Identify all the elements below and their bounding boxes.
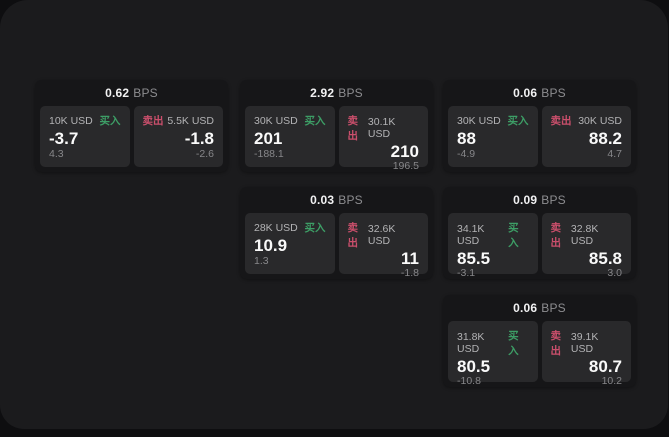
card-header: 0.06 BPS [443,295,636,321]
buy-price: 80.5 [457,357,491,376]
buy-label: 买入 [507,115,529,127]
buy-amount: 30K USD [457,114,501,127]
sell-quote-tile[interactable]: 卖出 5.5K USD -1.8 -2.6 [133,106,223,167]
buy-quote-tile[interactable]: 30K USD 买入 88 -4.9 [448,106,538,167]
sell-quote-tile[interactable]: 卖出 39.1K USD 80.7 10.2 [541,321,631,387]
sell-quote-tile[interactable]: 卖出 30.1K USD 210 196.5 [338,106,428,172]
buy-price: 88 [457,128,476,148]
buy-label: 买入 [508,222,519,249]
card-header: 0.62 BPS [35,80,228,106]
sell-amount: 39.1K USD [570,331,599,355]
sell-price: 85.8 [588,249,622,268]
bps-value: 0.09 [513,193,538,207]
sell-quote-tile[interactable]: 卖出 30K USD 88.2 4.7 [541,106,631,167]
quote-card: 0.06 BPS 31.8K USD 买入 80.5 -10.8 卖出 39.1… [443,295,636,387]
buy-price: -3.7 [49,128,79,148]
sell-label: 卖出 [347,115,359,142]
sell-label: 卖出 [550,115,572,127]
buy-label: 买入 [304,115,326,127]
sell-amount: 5.5K USD [167,114,214,127]
buy-price: 85.5 [457,249,491,268]
bps-unit-label: BPS [133,86,158,100]
sell-label: 卖出 [347,222,359,249]
bps-value: 0.62 [105,86,130,100]
bps-unit-label: BPS [541,301,566,315]
quote-card: 2.92 BPS 30K USD 买入 201 -188.1 卖出 30.1K … [240,80,433,172]
sell-delta: -1.8 [400,267,419,279]
quote-card: 0.62 BPS 10K USD 买入 -3.7 4.3 卖出 5.5K USD… [35,80,228,172]
buy-amount: 34.1K USD [457,223,485,247]
buy-quote-tile[interactable]: 30K USD 买入 201 -188.1 [245,106,335,167]
buy-amount: 28K USD [254,221,298,234]
sell-price: 88.2 [588,128,622,148]
buy-quote-tile[interactable]: 34.1K USD 买入 85.5 -3.1 [448,213,538,279]
quote-card: 0.03 BPS 28K USD 买入 10.9 1.3 卖出 32.6K US… [240,187,433,279]
sell-label: 卖出 [142,115,164,127]
buy-amount: 30K USD [254,114,298,127]
bps-unit-label: BPS [541,86,566,100]
card-body: 28K USD 买入 10.9 1.3 卖出 32.6K USD 11 -1.8 [240,213,433,279]
sell-label: 卖出 [550,330,562,357]
buy-label: 买入 [508,330,519,357]
card-header: 2.92 BPS [240,80,433,106]
sell-amount: 32.6K USD [367,223,396,247]
buy-label: 买入 [99,115,121,127]
card-header: 0.03 BPS [240,187,433,213]
card-header: 0.06 BPS [443,80,636,106]
buy-delta: 4.3 [49,148,64,160]
sell-delta: 3.0 [607,267,622,279]
buy-price: 10.9 [254,235,288,255]
quote-card: 0.09 BPS 34.1K USD 买入 85.5 -3.1 卖出 32.8K… [443,187,636,279]
bps-unit-label: BPS [338,86,363,100]
sell-amount: 30K USD [578,114,622,127]
card-body: 10K USD 买入 -3.7 4.3 卖出 5.5K USD -1.8 -2.… [35,106,228,172]
buy-amount: 31.8K USD [457,331,485,355]
sell-label: 卖出 [550,222,562,249]
bps-value: 0.06 [513,86,538,100]
buy-delta: -188.1 [254,148,284,160]
bps-unit-label: BPS [541,193,566,207]
card-header: 0.09 BPS [443,187,636,213]
buy-delta: 1.3 [254,255,269,267]
buy-label: 买入 [304,222,326,234]
card-body: 34.1K USD 买入 85.5 -3.1 卖出 32.8K USD 85.8… [443,213,636,279]
sell-price: 80.7 [588,357,622,376]
sell-quote-tile[interactable]: 卖出 32.8K USD 85.8 3.0 [541,213,631,279]
bps-value: 0.03 [310,193,335,207]
sell-price: 210 [390,142,419,161]
buy-delta: -4.9 [457,148,476,160]
buy-amount: 10K USD [49,114,93,127]
sell-delta: 196.5 [392,160,419,172]
bps-unit-label: BPS [338,193,363,207]
bps-value: 2.92 [310,86,335,100]
card-body: 31.8K USD 买入 80.5 -10.8 卖出 39.1K USD 80.… [443,321,636,387]
quote-card: 0.06 BPS 30K USD 买入 88 -4.9 卖出 30K USD 8… [443,80,636,172]
buy-delta: -3.1 [457,267,476,279]
buy-delta: -10.8 [457,375,481,387]
sell-delta: 10.2 [601,375,622,387]
card-body: 30K USD 买入 201 -188.1 卖出 30.1K USD 210 1… [240,106,433,172]
sell-delta: -2.6 [195,148,214,160]
buy-quote-tile[interactable]: 28K USD 买入 10.9 1.3 [245,213,335,274]
sell-quote-tile[interactable]: 卖出 32.6K USD 11 -1.8 [338,213,428,279]
buy-quote-tile[interactable]: 10K USD 买入 -3.7 4.3 [40,106,130,167]
sell-price: -1.8 [184,128,214,148]
sell-delta: 4.7 [607,148,622,160]
sell-price: 11 [401,249,419,268]
buy-price: 201 [254,128,283,148]
buy-quote-tile[interactable]: 31.8K USD 买入 80.5 -10.8 [448,321,538,387]
sell-amount: 32.8K USD [570,223,599,247]
bps-value: 0.06 [513,301,538,315]
card-body: 30K USD 买入 88 -4.9 卖出 30K USD 88.2 4.7 [443,106,636,172]
sell-amount: 30.1K USD [367,116,396,140]
